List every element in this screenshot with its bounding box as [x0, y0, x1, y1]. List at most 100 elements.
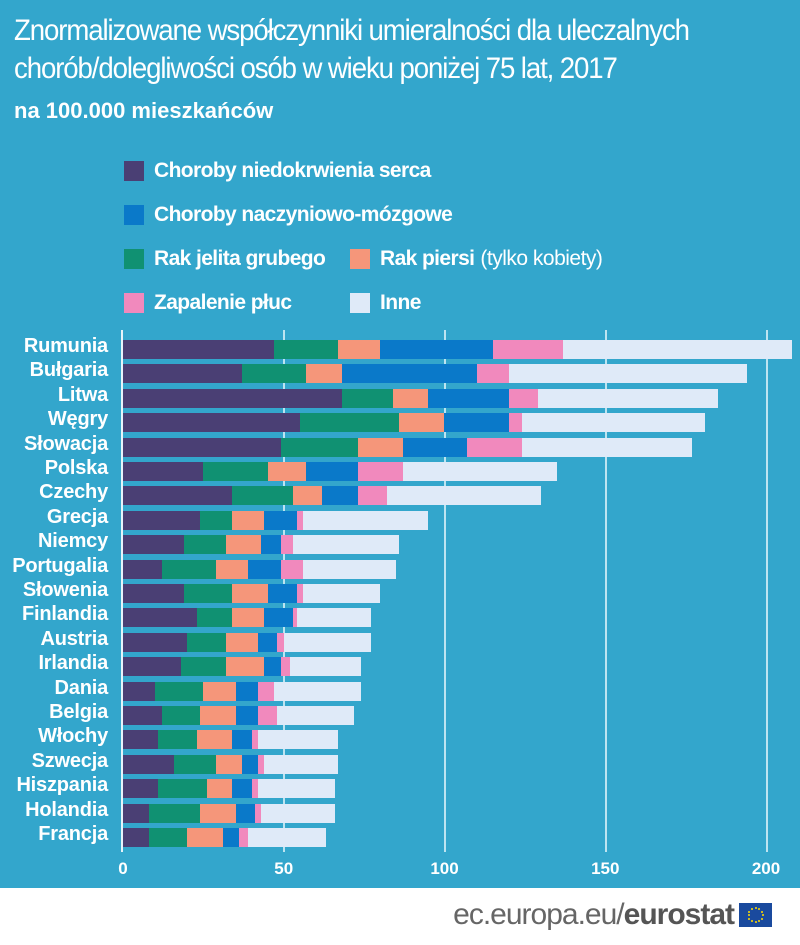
- chart-title: Znormalizowane współczynniki umieralnośc…: [14, 12, 690, 88]
- bar-segment: [225, 657, 265, 677]
- bar-segment: [123, 657, 181, 677]
- chart-subtitle: na 100.000 mieszkańców: [14, 98, 274, 123]
- bar-segment: [155, 681, 204, 701]
- stacked-bar: [123, 364, 747, 384]
- x-tick-label: 200: [751, 859, 781, 878]
- bar-segment: [280, 535, 294, 555]
- country-label: Słowacja: [24, 432, 108, 455]
- country-label: Finlandia: [22, 603, 108, 626]
- stacked-bar: [123, 437, 693, 457]
- bar-segment: [222, 828, 239, 847]
- bar-segment: [123, 340, 275, 359]
- legend-item-other: Inne: [350, 291, 421, 315]
- legend-swatch: [350, 293, 370, 313]
- bar-segment: [399, 413, 445, 433]
- country-label: Portugalia: [12, 554, 108, 577]
- bar-segment: [123, 608, 197, 628]
- bar-segment: [428, 388, 509, 408]
- bar-segment: [123, 462, 204, 481]
- bar-segment: [235, 803, 255, 823]
- country-label: Polska: [44, 457, 108, 479]
- legend-label: Rak jelita grubego: [154, 247, 326, 270]
- legend-swatch: [124, 249, 144, 269]
- x-tick-label: 0: [118, 859, 128, 878]
- bar-segment: [123, 584, 185, 603]
- plot-area: Rumunia Bułgaria Litwa Węgry Słowacja Polska C…: [0, 330, 800, 855]
- bar-segment: [267, 584, 297, 603]
- bar-segment: [206, 779, 233, 799]
- bar-segment: [322, 486, 358, 506]
- bar-segment: [216, 754, 242, 774]
- bar-segment: [180, 657, 226, 677]
- country-label: Dania: [54, 676, 109, 699]
- bar-segment: [521, 437, 693, 457]
- bar-segment: [232, 486, 294, 506]
- bar-segment: [290, 657, 361, 677]
- bar-segment: [238, 828, 249, 847]
- footer-url: ec.europa.eu/: [453, 898, 624, 931]
- bar-segment: [203, 462, 268, 481]
- bar-segment: [123, 754, 175, 774]
- legend-swatch: [350, 249, 370, 269]
- bar-segment: [261, 535, 281, 555]
- bar-segment: [258, 730, 339, 750]
- bar-segment: [508, 413, 522, 433]
- bar-segment: [508, 388, 538, 408]
- y-axis-line: [121, 330, 123, 852]
- stacked-bar: [123, 340, 792, 359]
- bar-row: Irlandia: [0, 652, 800, 679]
- country-label: Szwecja: [31, 749, 109, 772]
- bar-segment: [123, 706, 162, 725]
- bar-segment: [402, 462, 557, 481]
- bar-row: Finlandia: [0, 603, 800, 630]
- bar-segment: [274, 681, 361, 701]
- bar-row: Belgia: [0, 701, 800, 728]
- bar-row: Austria: [0, 628, 800, 655]
- country-label: Czechy: [39, 481, 108, 504]
- gridline-150: [605, 330, 607, 852]
- country-label: Irlandia: [38, 652, 108, 675]
- bar-segment: [232, 779, 252, 799]
- bar-segment: [232, 608, 265, 628]
- bar-segment: [123, 364, 242, 384]
- bar-segment: [341, 364, 477, 384]
- bar-row: Czechy: [0, 481, 800, 508]
- bar-segment: [303, 584, 381, 603]
- bar-segment: [184, 535, 226, 555]
- bar-segment: [277, 632, 284, 652]
- bar-segment: [280, 437, 358, 457]
- bar-segment: [476, 364, 509, 384]
- stacked-bar: [123, 388, 718, 408]
- bar-segment: [158, 730, 197, 750]
- legend-item-breast-cancer: Rak piersi (tylko kobiety): [350, 247, 603, 271]
- bar-segment: [293, 486, 323, 506]
- bar-segment: [492, 340, 564, 359]
- bar-row: Niemcy: [0, 530, 800, 557]
- footer-brand: eurostat: [623, 898, 735, 931]
- bar-row: Włochy: [0, 725, 800, 752]
- bar-row: Portugalia: [0, 554, 800, 582]
- bar-segment: [232, 730, 252, 750]
- x-tick-label: 150: [591, 859, 620, 878]
- bar-segment: [258, 681, 275, 701]
- bar-segment: [299, 413, 400, 433]
- country-label: Rumunia: [23, 335, 108, 357]
- bar-row: Hiszpania: [0, 774, 800, 801]
- bar-segment: [187, 828, 223, 847]
- country-label: Hiszpania: [16, 774, 108, 797]
- bar-segment: [216, 559, 249, 579]
- bar-segment: [123, 510, 201, 530]
- bar-segment: [280, 657, 291, 677]
- bar-segment: [508, 364, 747, 384]
- legend-note: (tylko kobiety): [480, 247, 603, 270]
- bar-row: Bułgaria: [0, 359, 800, 386]
- bar-segment: [341, 388, 394, 408]
- bar-row: Grecja: [0, 506, 800, 533]
- legend-label: Rak piersi: [380, 247, 475, 270]
- stacked-bar: [123, 413, 705, 433]
- bar-segment: [280, 559, 303, 579]
- x-tick-label: 100: [430, 859, 459, 878]
- bar-segment: [563, 340, 792, 359]
- bar-segment: [248, 828, 326, 847]
- bar-segment: [161, 559, 217, 579]
